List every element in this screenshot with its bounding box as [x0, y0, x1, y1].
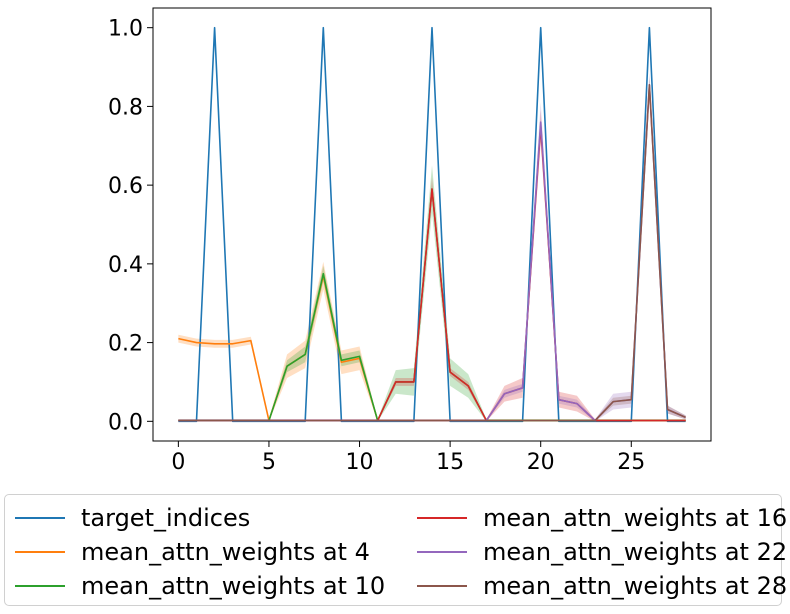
legend-item: mean_attn_weights at 16	[417, 503, 787, 533]
legend-item: target_indices	[15, 503, 250, 533]
line-series-5	[178, 83, 686, 422]
x-tick-label: 5	[262, 450, 276, 475]
line-series-4	[178, 83, 686, 422]
x-tick-label: 15	[436, 450, 464, 475]
y-tick-label: 0.0	[108, 410, 143, 435]
plot-frame	[152, 7, 712, 442]
legend-label: mean_attn_weights at 10	[81, 572, 386, 600]
x-tick-label: 25	[617, 450, 645, 475]
y-tick-label: 0.6	[108, 174, 143, 199]
legend-swatch	[417, 585, 467, 587]
x-tick-label: 10	[346, 450, 374, 475]
legend-swatch	[417, 517, 467, 519]
band-series-5	[178, 76, 686, 422]
band-series-4	[178, 72, 686, 422]
legend-item: mean_attn_weights at 10	[15, 571, 385, 601]
y-axis: 0.0 0.2 0.4 0.6 0.8 1.0	[108, 17, 153, 435]
band-series-1	[178, 261, 686, 422]
legend-label: mean_attn_weights at 16	[483, 504, 788, 532]
y-tick-label: 0.2	[108, 332, 143, 357]
x-tick-label: 0	[171, 450, 185, 475]
legend-label: mean_attn_weights at 28	[483, 572, 788, 600]
legend-item: mean_attn_weights at 4	[15, 537, 370, 567]
x-axis: 0 5 10 15 20 25	[171, 441, 645, 475]
line-series-0	[178, 26, 686, 423]
legend-swatch	[15, 517, 65, 519]
legend-item: mean_attn_weights at 22	[417, 537, 787, 567]
band-series-3	[178, 110, 686, 422]
legend-item: mean_attn_weights at 28	[417, 571, 787, 601]
line-series-2	[178, 188, 686, 422]
legend-swatch	[15, 551, 65, 553]
y-tick-label: 1.0	[108, 17, 143, 42]
series-lines	[178, 26, 686, 423]
legend-label: target_indices	[81, 504, 251, 532]
y-tick-label: 0.8	[108, 95, 143, 120]
legend-label: mean_attn_weights at 22	[483, 538, 788, 566]
legend-swatch	[417, 551, 467, 553]
chart: 0 5 10 15 20 25 0.0 0.2 0.4 0.6 0.8 1.0	[108, 7, 712, 475]
x-tick-label: 20	[527, 450, 555, 475]
band-series-2	[178, 165, 686, 422]
y-tick-label: 0.4	[108, 253, 143, 278]
legend: target_indices mean_attn_weights at 4 mean…	[4, 494, 787, 606]
confidence-bands	[178, 72, 686, 422]
line-series-1	[178, 274, 686, 422]
legend-swatch	[15, 585, 65, 587]
legend-label: mean_attn_weights at 4	[81, 538, 370, 566]
